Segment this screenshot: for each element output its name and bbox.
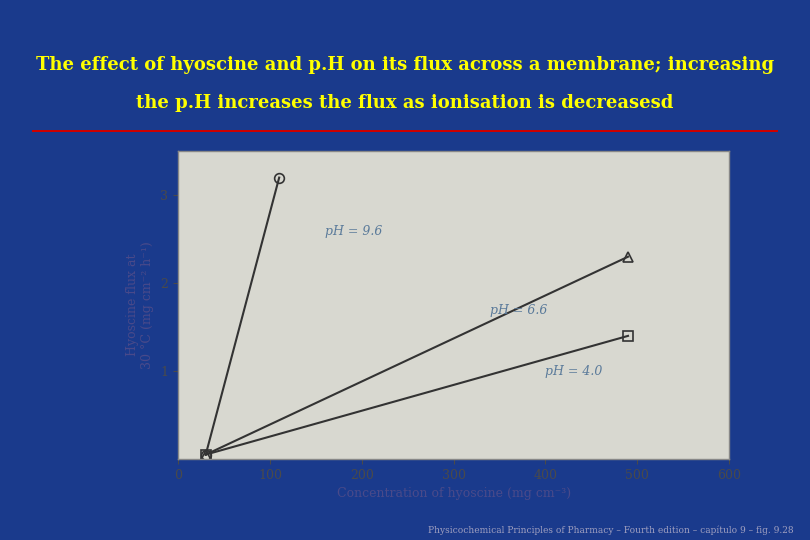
Text: the p.H increases the flux as ionisation is decreasesd: the p.H increases the flux as ionisation… bbox=[136, 93, 674, 112]
Text: pH = 9.6: pH = 9.6 bbox=[325, 225, 382, 238]
X-axis label: Concentration of hyoscine (mg cm⁻³): Concentration of hyoscine (mg cm⁻³) bbox=[336, 487, 571, 500]
Text: pH = 4.0: pH = 4.0 bbox=[545, 366, 603, 379]
Text: The effect of hyoscine and p.H on its flux across a membrane; increasing: The effect of hyoscine and p.H on its fl… bbox=[36, 56, 774, 74]
Text: pH = 6.6: pH = 6.6 bbox=[490, 304, 548, 317]
Text: Physicochemical Principles of Pharmacy – Fourth edition – capítulo 9 – fig. 9.28: Physicochemical Principles of Pharmacy –… bbox=[428, 525, 794, 535]
Y-axis label: Hyoscine flux at
30 °C (mg cm⁻² h⁻¹): Hyoscine flux at 30 °C (mg cm⁻² h⁻¹) bbox=[126, 241, 154, 369]
